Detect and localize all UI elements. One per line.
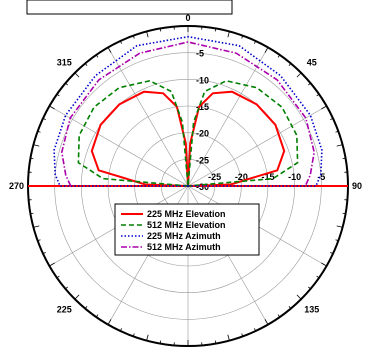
tick-mark [241,35,244,39]
legend-label: 512 MHz Azimuth [147,242,221,252]
tick-mark [330,118,334,121]
angle-label: 135 [304,305,319,315]
tick-mark [264,47,269,53]
tick-mark [308,82,311,86]
tick-mark [330,251,334,254]
tick-mark [214,340,217,344]
legend-label: 225 MHz Azimuth [147,231,221,241]
tick-mark [42,251,46,254]
tick-mark [335,130,339,133]
angle-label: 0 [185,13,190,23]
radial-axis-label: -20 [235,172,248,182]
angle-label: 90 [352,181,362,191]
radial-axis-label: -5 [317,172,325,182]
radial-axis-label: -25 [208,172,221,182]
radial-label: -25 [196,155,209,165]
tick-mark [159,340,162,344]
tick-mark [37,239,41,242]
tick-mark [33,225,40,228]
tick-mark [214,28,217,32]
tick-mark [56,93,60,97]
series-line [60,41,316,187]
tick-mark [74,72,80,78]
tick-mark [49,105,55,110]
tick-mark [107,47,112,53]
tick-mark [308,286,311,290]
tick-mark [227,334,230,341]
radial-label: -5 [196,49,204,59]
tick-mark [321,105,327,110]
tick-mark [65,286,68,290]
grid-spoke [187,105,327,187]
tick-mark [335,239,339,242]
tick-mark [120,40,123,44]
tick-mark [65,82,68,86]
tick-mark [296,294,302,300]
radial-label: -20 [196,129,209,139]
tick-mark [253,40,256,44]
tick-mark [30,157,34,160]
tick-mark [37,130,41,133]
tick-mark [120,328,123,332]
legend-box [114,203,260,256]
tick-mark [316,275,320,279]
tick-mark [146,31,149,38]
radial-axis-label: -15 [261,172,274,182]
tick-mark [241,333,244,337]
tick-mark [288,63,292,66]
tick-mark [132,35,135,39]
angle-label: 315 [57,57,72,67]
grid-spoke [49,105,189,187]
angle-label: 45 [307,57,317,67]
legend-label: 512 MHz Elevation [147,220,226,230]
angle-label: 270 [9,181,24,191]
tick-mark [336,225,343,228]
tick-mark [56,275,60,279]
title-box [26,0,233,15]
angle-label: 225 [57,305,72,315]
tick-mark [107,319,112,325]
tick-mark [296,72,302,78]
tick-mark [342,157,346,160]
tick-mark [159,28,162,32]
radial-axis-label: -10 [288,172,301,182]
legend-label: 225 MHz Elevation [147,209,226,219]
tick-mark [132,333,135,337]
tick-mark [49,262,55,267]
tick-mark [30,212,34,215]
tick-mark [227,31,230,38]
tick-mark [336,144,343,147]
tick-mark [84,63,88,66]
tick-mark [342,212,346,215]
radial-label: -10 [196,75,209,85]
tick-mark [277,314,281,318]
tick-mark [288,306,292,309]
tick-mark [253,328,256,332]
tick-mark [277,54,281,58]
grid-spoke [187,47,269,187]
tick-mark [33,144,40,147]
tick-mark [95,54,99,58]
tick-mark [42,118,46,121]
tick-mark [74,294,80,300]
series-group [28,35,348,187]
tick-mark [146,334,149,341]
series-line [53,35,323,187]
tick-mark [264,319,269,325]
tick-mark [316,93,320,97]
tick-mark [84,306,88,309]
tick-mark [95,314,99,318]
radial-label: -15 [196,102,209,112]
tick-mark [321,262,327,267]
grid-spoke [107,47,189,187]
